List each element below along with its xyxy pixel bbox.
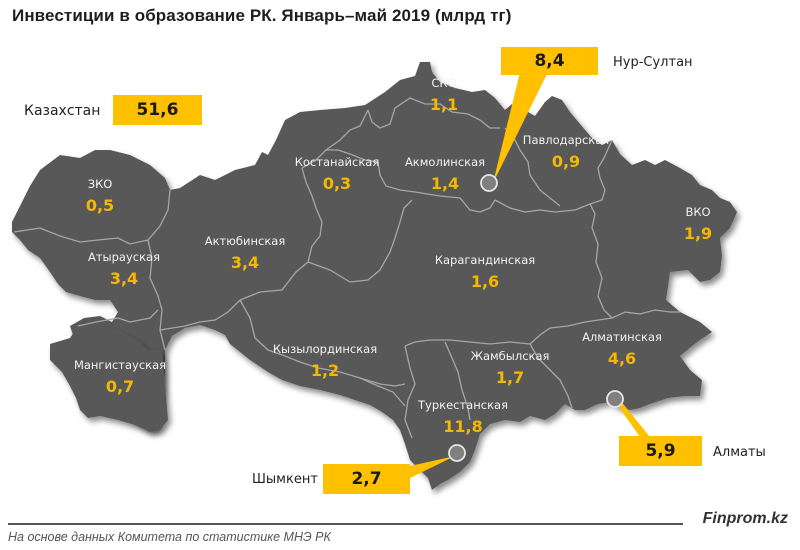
region-karaganda: Карагандинская 1,6 (435, 253, 535, 291)
region-value: 1,4 (430, 174, 460, 193)
almaty-value-box: 5,9 (619, 436, 702, 466)
shymkent-marker (448, 444, 466, 462)
region-atyrau: Атырауская 3,4 (88, 250, 160, 288)
region-name: Актюбинская (204, 234, 286, 248)
page-title: Инвестиции в образование РК. Январь–май … (12, 6, 512, 25)
region-value: 11,8 (443, 417, 483, 436)
region-value: 0,3 (322, 174, 352, 193)
region-akmola: Акмолинская 1,4 (405, 155, 485, 193)
region-value: 1,1 (429, 95, 459, 114)
region-name: ВКО (685, 205, 711, 219)
region-turkestan: Туркестанская 11,8 (418, 398, 508, 436)
region-value: 3,4 (230, 253, 260, 272)
region-value: 0,7 (105, 377, 135, 396)
region-zko: ЗКО 0,5 (86, 177, 114, 215)
total-label: Казахстан (24, 103, 101, 119)
region-value: 1,7 (495, 368, 525, 387)
region-almaty-oblast: Алматинская 4,6 (582, 330, 662, 368)
region-zhambyl: Жамбылская 1,7 (471, 349, 550, 387)
region-value: 0,5 (85, 196, 115, 215)
brand-logo: Finprom.kz (702, 510, 788, 527)
region-name: Мангистауская (73, 358, 167, 372)
almaty-callout-pointer (614, 400, 650, 437)
region-name: Атырауская (87, 250, 161, 264)
region-value: 4,6 (607, 349, 637, 368)
region-sko: СКО 1,1 (430, 76, 458, 114)
region-vko: ВКО 1,9 (684, 205, 712, 243)
almaty-label: Алматы (713, 445, 766, 460)
region-value: 1,6 (470, 272, 500, 291)
region-name: СКО (431, 76, 457, 90)
shymkent-label: Шымкент (252, 472, 318, 487)
footer-divider (8, 523, 683, 525)
region-kyzylorda: Кызылординская 1,2 (273, 342, 377, 380)
region-name: Туркестанская (418, 398, 508, 412)
source-note: На основе данных Комитета по статистике … (8, 530, 331, 544)
region-name: Павлодарская (522, 133, 610, 147)
shymkent-callout-pointer (410, 456, 455, 478)
total-value-box: 51,6 (113, 95, 202, 125)
region-borders (13, 97, 680, 439)
region-mangystau: Мангистауская 0,7 (74, 358, 166, 396)
nur-sultan-marker (480, 174, 498, 192)
region-name: ЗКО (87, 177, 113, 191)
region-name: Алматинская (582, 330, 662, 344)
region-value: 3,4 (109, 269, 139, 288)
region-kostanay: Костанайская 0,3 (295, 155, 380, 193)
region-aktobe: Актюбинская 3,4 (205, 234, 286, 272)
nur-sultan-value-box: 8,4 (501, 47, 598, 75)
region-name: Жамбылская (470, 349, 550, 363)
region-pavlodar: Павлодарская 0,9 (523, 133, 609, 171)
region-name: Кызылординская (272, 342, 378, 356)
region-value: 0,9 (551, 152, 581, 171)
region-name: Карагандинская (434, 253, 536, 267)
mangystau-region (50, 326, 168, 432)
nur-sultan-callout-pointer (493, 72, 548, 183)
shymkent-value-box: 2,7 (323, 464, 410, 494)
country-outline (12, 62, 737, 490)
region-value: 1,2 (310, 361, 340, 380)
region-name: Костанайская (294, 155, 380, 169)
nur-sultan-label: Нур-Султан (613, 55, 693, 70)
almaty-marker (606, 390, 624, 408)
region-value: 1,9 (683, 224, 713, 243)
region-name: Акмолинская (404, 155, 486, 169)
